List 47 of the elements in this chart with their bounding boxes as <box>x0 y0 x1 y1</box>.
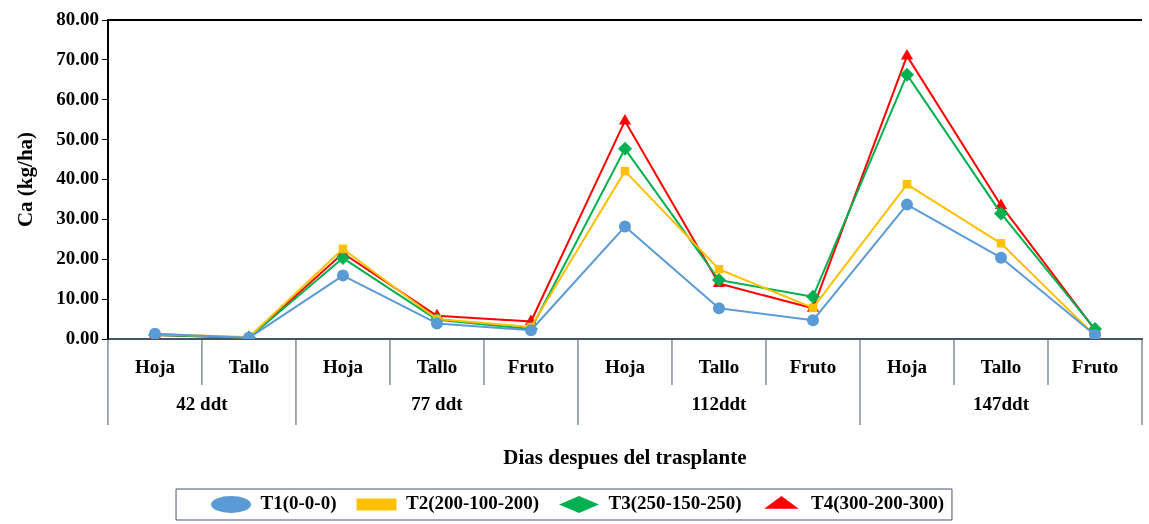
point <box>805 289 820 304</box>
point <box>711 272 726 287</box>
text: 147ddt <box>973 392 1030 414</box>
x-tick-label: Fruto <box>507 356 555 378</box>
x-tick-label: Hoja <box>604 356 646 378</box>
x-tick-label: Hoja <box>886 356 928 378</box>
y-axis-title: Ca (kg/ha) <box>13 131 38 228</box>
point <box>902 180 912 189</box>
point <box>899 67 914 82</box>
x-tick-label: Tallo <box>980 356 1022 378</box>
text: 42 ddt <box>176 392 229 414</box>
y-tick-label: 80.00 <box>56 7 99 29</box>
x-tick-label: Fruto <box>1071 356 1119 378</box>
point <box>993 206 1008 221</box>
point <box>900 48 914 60</box>
point <box>900 198 913 211</box>
x-axis-title: Dias despues del trasplante <box>503 444 747 469</box>
y-tick-label: 30.00 <box>56 207 99 229</box>
point <box>618 113 632 125</box>
y-tick-label: 60.00 <box>56 87 99 109</box>
point <box>430 317 443 330</box>
legend-label: T2(200-100-200) <box>406 492 539 515</box>
text: 77 ddt <box>411 392 464 414</box>
legend-label: T3(250-150-250) <box>608 492 742 515</box>
point <box>996 239 1006 248</box>
y-tick-label: 70.00 <box>56 47 99 69</box>
x-tick-label: Tallo <box>698 356 740 378</box>
x-tick-label: Tallo <box>416 356 458 378</box>
y-tick-label: 10.00 <box>56 287 99 309</box>
x-tick-label: Tallo <box>228 356 270 378</box>
y-tick-label: 40.00 <box>56 167 99 189</box>
text: 112ddt <box>691 392 748 414</box>
legend-label: T4(300-200-300) <box>810 492 944 515</box>
point <box>806 314 819 327</box>
point <box>712 302 725 315</box>
point <box>617 141 632 156</box>
x-tick-label: Hoja <box>134 356 176 378</box>
y-tick-label: 20.00 <box>56 247 99 269</box>
y-tick-label: 0.00 <box>65 326 99 348</box>
point <box>335 251 350 266</box>
y-tick-label: 50.00 <box>56 127 99 149</box>
point <box>618 220 631 233</box>
x-tick-label: Fruto <box>789 356 837 378</box>
legend-label: T1(0-0-0) <box>260 492 337 515</box>
point <box>336 269 349 282</box>
point <box>994 251 1007 264</box>
x-tick-label: Hoja <box>322 356 364 378</box>
